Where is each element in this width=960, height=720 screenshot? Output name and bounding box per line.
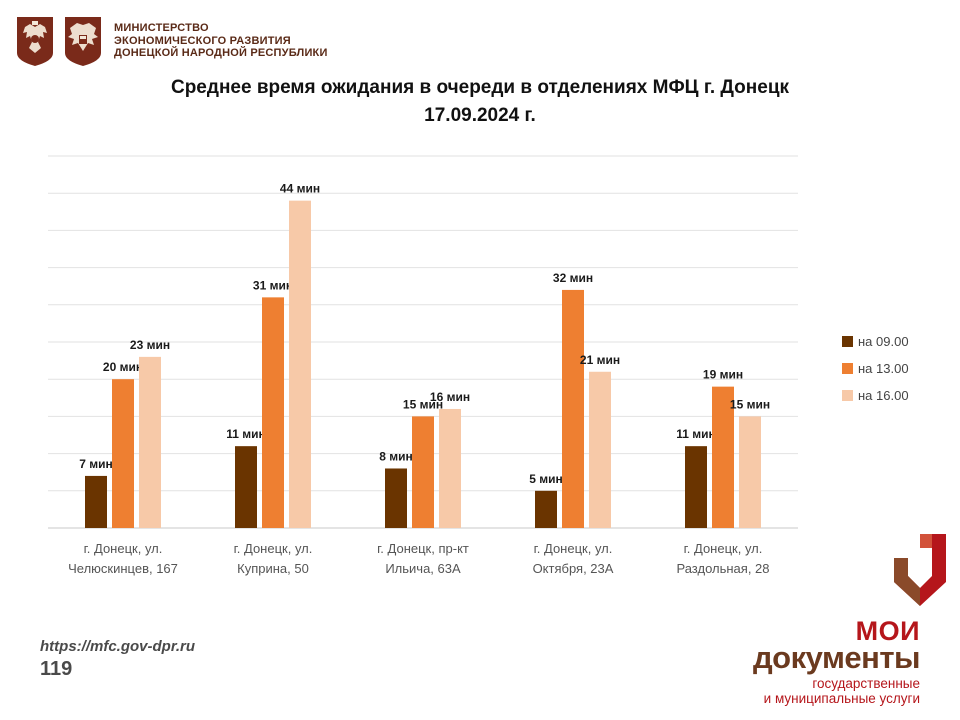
brand-sub-line: и муниципальные услуги <box>763 691 920 706</box>
ministry-line: ЭКОНОМИЧЕСКОГО РАЗВИТИЯ <box>114 34 291 47</box>
ministry-line: ДОНЕЦКОЙ НАРОДНОЙ РЕСПУБЛИКИ <box>114 47 328 60</box>
bar <box>439 408 461 528</box>
data-label: 15 мин <box>403 397 443 411</box>
bar <box>289 200 311 528</box>
chart-title-line: Среднее время ожидания в очереди в отдел… <box>170 77 790 98</box>
data-label: 8 мин <box>379 449 413 463</box>
bar <box>739 416 761 528</box>
brand-sub-line: государственные <box>812 676 920 691</box>
bar-chart: 7 мин 20 мин 23 мин г. Донецк, ул. Челюскинц… <box>48 155 909 576</box>
header: МИНИСТЕРСТВО ЭКОНОМИЧЕСКОГО РАЗВИТИЯ ДОН… <box>14 14 328 68</box>
ministry-name: МИНИСТЕРСТВО ЭКОНОМИЧЕСКОГО РАЗВИТИЯ ДОН… <box>114 22 328 60</box>
legend-swatch <box>842 336 853 347</box>
category-label: Куприна, 50 <box>237 561 309 576</box>
category-label: Раздольная, 28 <box>676 561 769 576</box>
data-label: 20 мин <box>103 360 143 374</box>
dpr-eagle-emblem-icon <box>65 17 101 66</box>
double-headed-eagle-emblem-icon <box>17 17 53 66</box>
bar <box>535 490 557 528</box>
bar <box>235 446 257 528</box>
data-label: 11 мин <box>226 427 266 441</box>
data-label: 21 мин <box>580 353 620 367</box>
page-number: 119 <box>40 658 73 680</box>
legend-label: на 13.00 <box>858 361 909 376</box>
bar <box>562 289 584 528</box>
category-label: Ильича, 63А <box>385 561 461 576</box>
data-label: 44 мин <box>280 182 320 196</box>
website-link[interactable]: https://mfc.gov-dpr.ru <box>40 638 195 655</box>
brand-line2: документы <box>752 640 921 675</box>
category-label: г. Донецк, ул. <box>534 541 613 556</box>
data-label: 23 мин <box>130 338 170 352</box>
bar <box>385 468 407 528</box>
bar <box>589 371 611 528</box>
legend-label: на 09.00 <box>858 334 909 349</box>
data-label: 7 мин <box>79 457 113 471</box>
data-label: 16 мин <box>430 390 470 404</box>
bar <box>85 475 107 528</box>
brand-line1: МОИ <box>855 616 920 646</box>
legend-swatch <box>842 390 853 401</box>
category-label: г. Донецк, ул. <box>684 541 763 556</box>
data-label: 5 мин <box>529 472 563 486</box>
bar <box>412 416 434 528</box>
bar <box>112 379 134 528</box>
bar <box>685 446 707 528</box>
chart-title: Среднее время ожидания в очереди в отдел… <box>0 74 960 130</box>
moi-dokumenty-logo-icon <box>894 534 946 606</box>
bar <box>139 356 161 528</box>
legend-label: на 16.00 <box>858 388 909 403</box>
data-label: 15 мин <box>730 397 770 411</box>
data-label: 11 мин <box>676 427 716 441</box>
ministry-line: МИНИСТЕРСТВО <box>114 22 209 35</box>
category-label: Октября, 23А <box>533 561 614 576</box>
data-label: 32 мин <box>553 271 593 285</box>
brand-subtitle: государственные и муниципальные услуги <box>764 676 920 706</box>
legend-swatch <box>842 363 853 374</box>
data-label: 31 мин <box>253 278 293 292</box>
bar <box>262 297 284 528</box>
category-label: г. Донецк, пр-кт <box>377 541 469 556</box>
category-label: г. Донецк, ул. <box>84 541 163 556</box>
chart-subtitle-date: 17.09.2024 г. <box>424 105 536 126</box>
data-label: 19 мин <box>703 368 743 382</box>
category-label: Челюскинцев, 167 <box>68 561 178 576</box>
brand-block: МОИ документы государственные и муниципа… <box>718 530 948 710</box>
category-label: г. Донецк, ул. <box>234 541 313 556</box>
bar <box>712 386 734 528</box>
